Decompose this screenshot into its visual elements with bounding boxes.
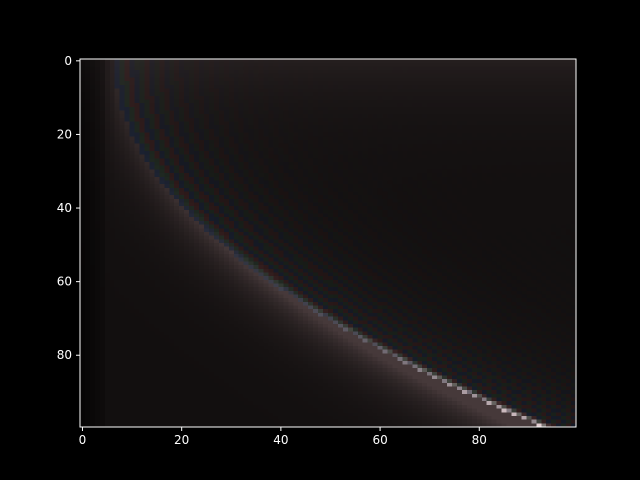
x-tick-label: 60 [372,433,387,447]
x-tick-label: 0 [79,433,87,447]
y-tick-label: 20 [57,127,72,141]
x-tick-label: 80 [472,433,487,447]
y-tick-label: 0 [64,54,72,68]
x-tick-label: 40 [273,433,288,447]
y-axis: 0 20 40 60 80 [57,54,80,362]
x-tick-label: 20 [174,433,189,447]
plot-area [79,58,577,428]
y-tick-label: 80 [57,348,72,362]
x-axis: 0 20 40 60 80 [79,427,487,447]
heatmap-image [80,59,576,427]
y-tick-label: 40 [57,201,72,215]
y-tick-label: 60 [57,275,72,289]
axes-frame [79,58,577,428]
